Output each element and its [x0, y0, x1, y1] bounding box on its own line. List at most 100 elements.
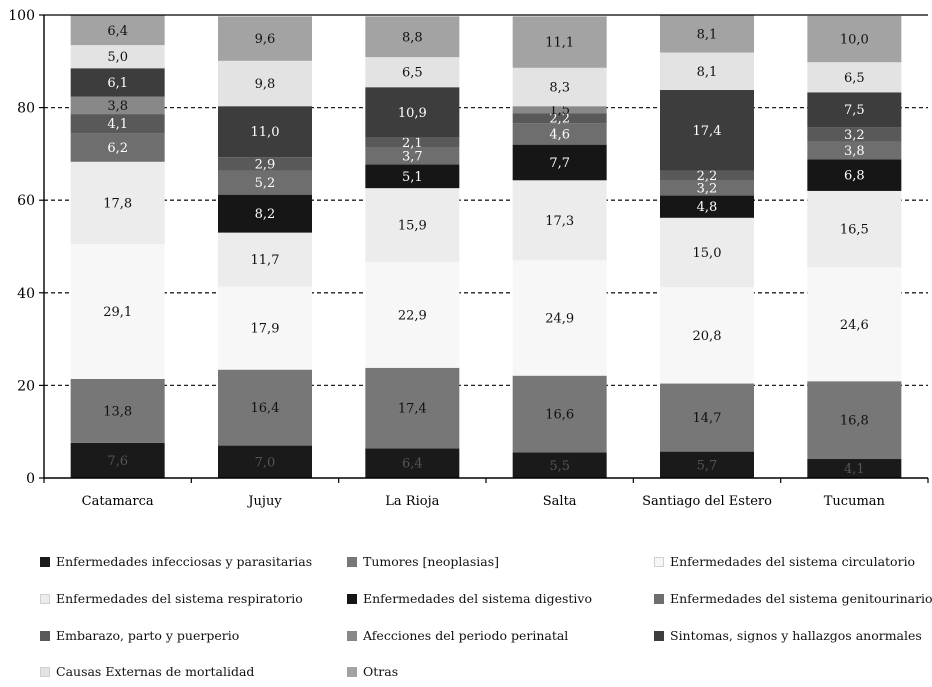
legend-swatch	[654, 556, 664, 567]
legend-swatch	[347, 556, 357, 567]
legend-item: Afecciones del periodo perinatal	[347, 628, 568, 643]
data-label: 4,1	[107, 117, 128, 132]
bar-segment	[807, 381, 902, 460]
y-tick-label: 0	[26, 471, 35, 487]
legend-swatch	[347, 630, 357, 641]
data-label: 16,5	[840, 223, 869, 238]
bar-segment	[70, 68, 165, 97]
bar-segment	[218, 369, 312, 446]
data-label: 17,4	[398, 402, 427, 417]
bar-segment	[365, 164, 460, 189]
bar-segment	[218, 16, 312, 61]
bar-stack: 7,0 16,4 17,9 11,7 8,2 5,2 2,9 11,0 9,8 9,6	[218, 16, 312, 478]
data-label: 10,0	[840, 33, 869, 48]
bar-segment	[512, 180, 607, 261]
bar-segment	[365, 16, 460, 58]
legend-swatch	[654, 593, 664, 604]
bar-segment	[807, 127, 902, 142]
legend: Enfermedades infecciosas y parasitarias T…	[0, 548, 932, 683]
bar-segment	[70, 133, 165, 162]
bar-segment	[660, 217, 754, 288]
bar-segment	[70, 45, 165, 69]
data-label: 2,2	[697, 169, 718, 184]
bar-segment	[807, 62, 902, 93]
data-label: 3,8	[107, 99, 128, 114]
bar-segment	[365, 448, 460, 478]
grid-lines	[44, 106, 928, 387]
data-label: 7,5	[844, 103, 865, 118]
data-label: 11,1	[545, 36, 574, 51]
legend-label: Enfermedades infecciosas y parasitarias	[56, 554, 313, 569]
bar-segment	[365, 87, 460, 138]
data-label: 1,5	[549, 103, 570, 118]
bar-segment	[512, 123, 607, 145]
data-label: 22,9	[398, 308, 427, 323]
legend-item: Enfermedades infecciosas y parasitarias	[40, 554, 312, 569]
data-label: 3,7	[402, 149, 423, 164]
data-label: 17,4	[693, 124, 722, 139]
data-label: 20,8	[693, 329, 722, 344]
bar-segment	[512, 144, 607, 181]
bar-stack: 4,1 16,8 24,6 16,5 6,8 3,83,2 7,5 6,5 10,0	[807, 15, 902, 478]
x-tick-label: Catamarca	[82, 494, 154, 509]
legend-swatch	[40, 630, 50, 641]
data-label: 9,6	[255, 32, 276, 47]
data-label: 6,5	[844, 71, 865, 86]
legend-swatch	[654, 630, 664, 641]
bar-segment	[218, 106, 312, 158]
bar-segment	[512, 452, 607, 478]
x-tick-label: La Rioja	[385, 494, 439, 509]
legend-label: Tumores [neoplasias]	[363, 554, 499, 569]
bar-segment	[660, 90, 754, 171]
legend-label: Enfermedades del sistema digestivo	[363, 591, 592, 606]
legend-item: Sintomas, signos y hallazgos anormales	[654, 628, 922, 643]
legend-item: Otras	[347, 664, 398, 679]
bar-segment	[365, 367, 460, 449]
data-label: 8,3	[549, 80, 570, 95]
data-label: 5,2	[255, 176, 276, 191]
data-label: 5,7	[697, 458, 718, 473]
data-label: 6,8	[844, 169, 865, 184]
bar-segment	[365, 147, 460, 165]
bar-segment	[70, 442, 165, 478]
legend-label: Enfermedades del sistema circulatorio	[670, 554, 916, 569]
data-label: 17,8	[103, 196, 132, 211]
data-label: 8,8	[402, 30, 423, 45]
bar-segment	[365, 57, 460, 88]
data-label: 5,0	[107, 50, 128, 65]
bar-stack: 6,4 17,4 22,9 15,9 5,1 3,72,1 10,9 6,5 8,8	[365, 16, 460, 478]
y-tick-label: 40	[17, 286, 35, 302]
data-label: 11,0	[251, 125, 280, 140]
bar-segment	[512, 67, 607, 107]
y-tick-label: 60	[17, 193, 35, 209]
bar-segment	[660, 287, 754, 384]
x-axis-ticks: Catamarca Jujuy La Rioja Salta Santiago del …	[43, 478, 929, 509]
legend-label: Enfermedades del sistema genitourinario	[670, 591, 932, 606]
data-label: 13,8	[103, 404, 132, 419]
legend-item: Enfermedades del sistema digestivo	[347, 591, 592, 606]
bar-segment	[807, 159, 902, 191]
bar-segment	[365, 261, 460, 368]
bar-segment	[70, 378, 165, 443]
legend-swatch	[40, 666, 50, 677]
data-label: 8,2	[255, 207, 276, 222]
legend-swatch	[40, 593, 50, 604]
bar-stack: 7,6 13,8 29,1 17,8 6,2 4,1 3,8 6,1 5,0 6,4	[70, 15, 165, 478]
data-label: 9,8	[255, 77, 276, 92]
data-label: 6,4	[402, 457, 423, 472]
bar-segment	[218, 445, 312, 478]
axes	[43, 14, 928, 479]
legend-item: Causas Externas de mortalidad	[40, 664, 254, 679]
bar-segment	[807, 15, 902, 63]
data-label: 7,7	[549, 156, 570, 171]
data-label: 4,8	[697, 200, 718, 215]
legend-item: Embarazo, parto y puerperio	[40, 628, 239, 643]
data-label: 4,1	[844, 462, 865, 477]
data-label: 16,6	[545, 408, 574, 423]
bar-segment	[365, 137, 460, 148]
data-label: 16,8	[840, 414, 869, 429]
bar-segment	[807, 459, 902, 478]
bar-segment	[512, 106, 607, 114]
bar-segment	[512, 16, 607, 68]
data-label: 8,1	[697, 65, 718, 80]
